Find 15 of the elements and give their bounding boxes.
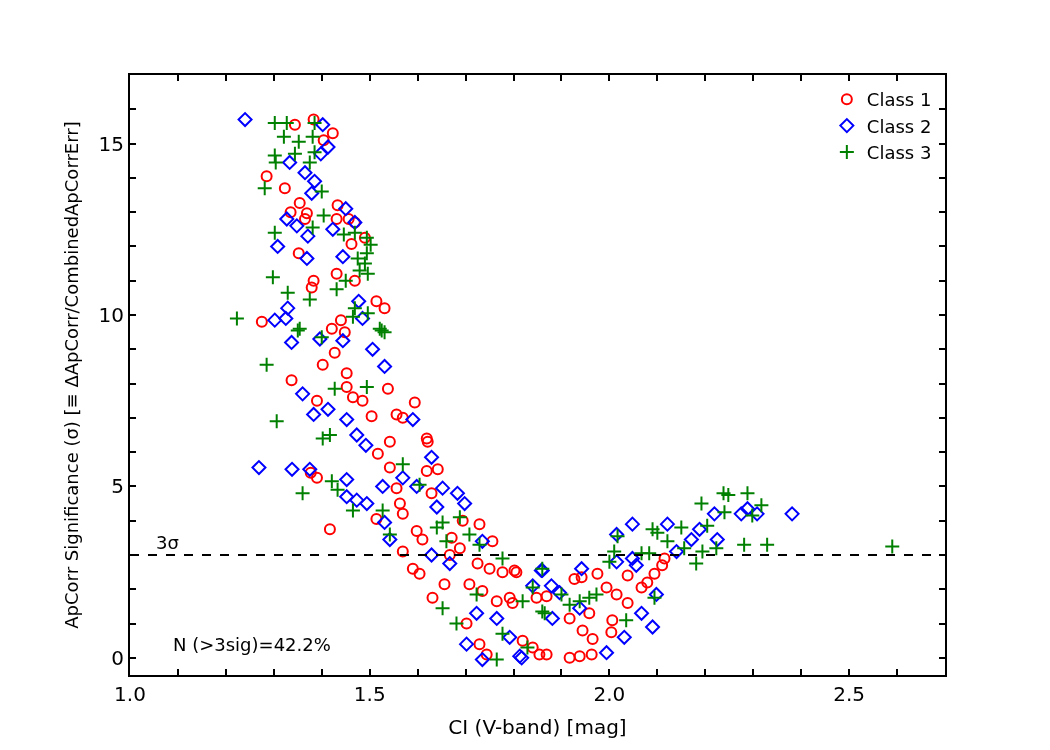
y-tick-label: 0 (111, 645, 124, 670)
y-tick-label: 5 (111, 474, 124, 499)
ref-line-label: 3σ (156, 532, 179, 553)
x-axis-title: CI (V-band) [mag] (448, 715, 627, 739)
y-tick-label: 15 (98, 131, 124, 156)
y-tick-label: 10 (98, 303, 124, 327)
x-tick-label: 2.5 (833, 682, 866, 706)
y-axis-title: ApCorr Significance (σ) [≡ ΔApCorr/CombinedApCorrErr] (61, 121, 83, 629)
annotation: N (>3sig)=42.2% (173, 634, 331, 655)
legend-label: Class 3 (866, 142, 932, 164)
legend-label: Class 1 (866, 89, 932, 111)
x-tick-label: 2.0 (593, 682, 626, 706)
x-tick-label: 1.5 (353, 682, 386, 706)
x-tick-label: 1.0 (114, 682, 146, 706)
legend-label: Class 2 (866, 115, 932, 137)
